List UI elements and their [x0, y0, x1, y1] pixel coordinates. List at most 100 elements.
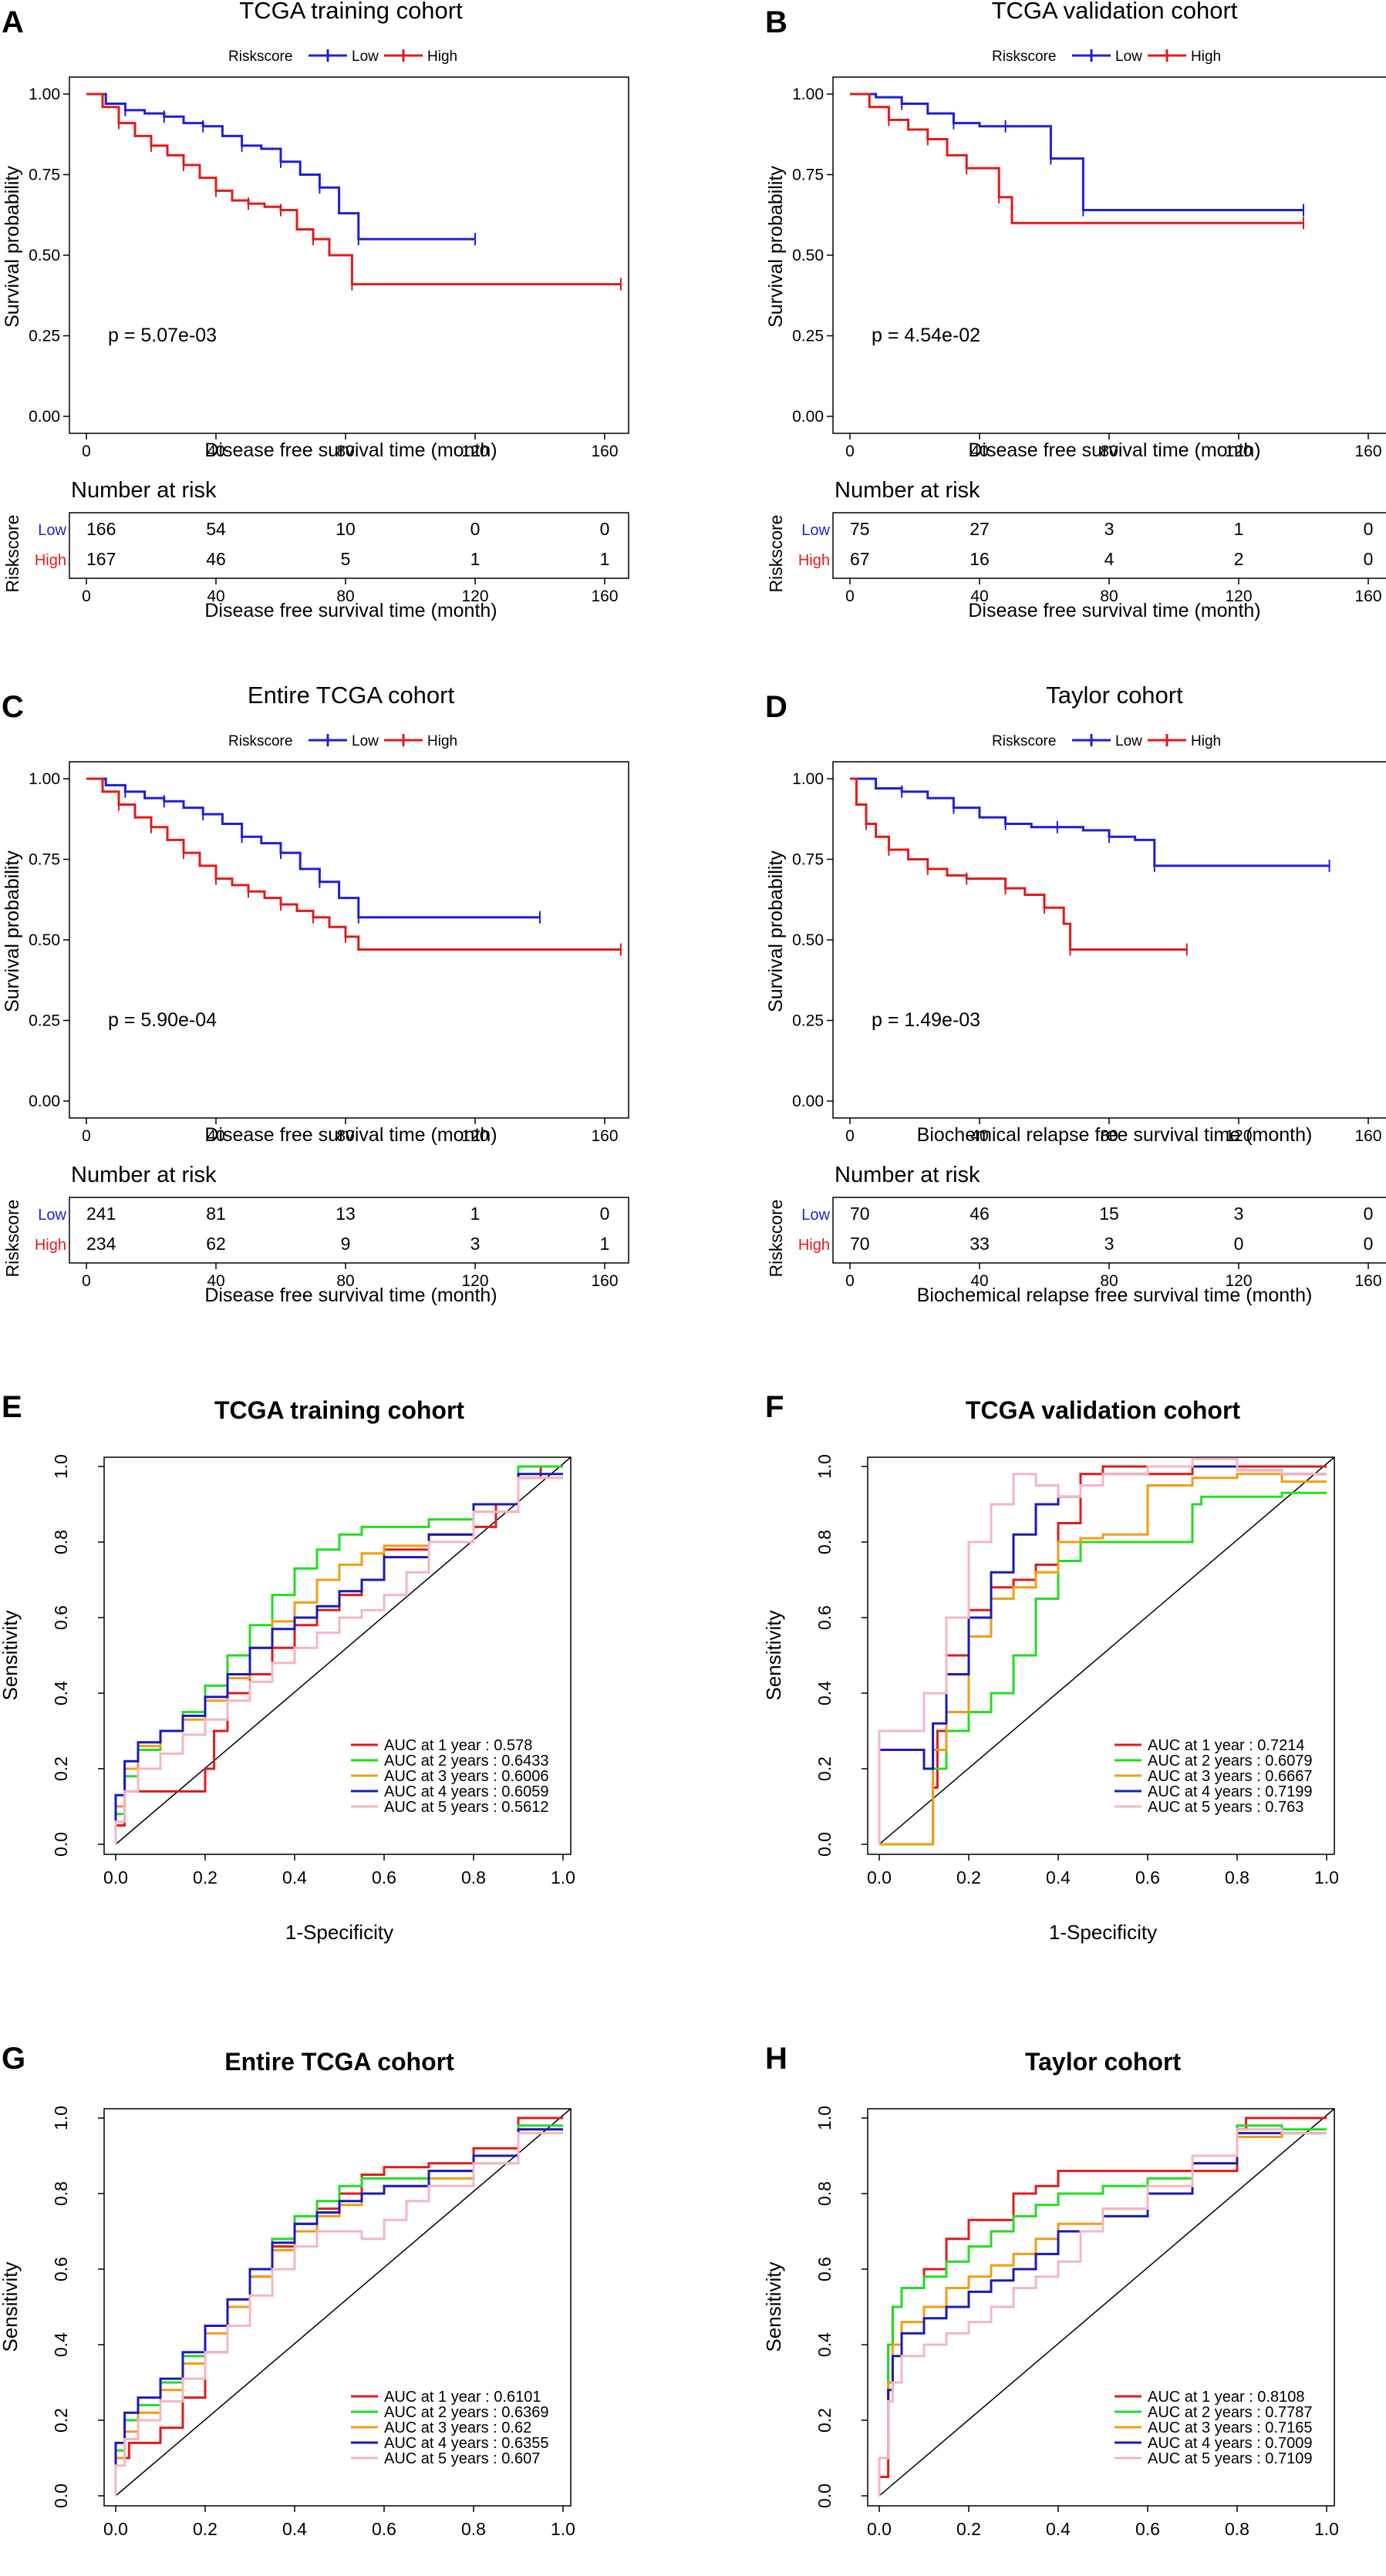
risk-x-tick-label: 160	[591, 1272, 618, 1290]
legend-label-3-years: AUC at 3 years : 0.6667	[1148, 1768, 1312, 1785]
legend-label-3-years: AUC at 3 years : 0.6006	[384, 1768, 548, 1785]
risk-low-label: Low	[801, 522, 830, 539]
risk-x-tick-label: 160	[1354, 1272, 1381, 1290]
risk-low-value: 241	[86, 1204, 116, 1224]
risk-low-value: 166	[86, 519, 116, 539]
y-tick-label: 0.00	[792, 408, 824, 426]
y-tick-label: 0.0	[814, 1832, 835, 1857]
x-tick-label: 160	[1354, 1127, 1381, 1145]
legend-label-4-years: AUC at 4 years : 0.7199	[1148, 1783, 1312, 1800]
risk-high-value: 67	[850, 549, 870, 569]
x-tick-label: 0.2	[956, 2519, 981, 2539]
p-value: p = 1.49e-03	[872, 1009, 980, 1031]
y-tick-label: 0.75	[29, 167, 60, 184]
roc-curve-2-years	[114, 1465, 563, 1844]
legend-title: Riskscore	[992, 733, 1056, 749]
risk-x-tick-label: 0	[82, 1272, 91, 1290]
x-axis-label: Biochemical relapse free survival time (…	[917, 1124, 1313, 1146]
risk-x-tick-label: 0	[82, 588, 91, 605]
risk-table-title: Number at risk	[71, 1163, 217, 1187]
legend-label-3-years: AUC at 3 years : 0.62	[384, 2419, 531, 2436]
x-tick-label: 0.4	[282, 2519, 307, 2539]
y-tick-label: 1.00	[792, 86, 824, 103]
legend-high-label: High	[1191, 49, 1221, 65]
x-tick-label: 0.0	[103, 2519, 128, 2539]
risk-high-value: 5	[341, 549, 351, 569]
legend-label-1-year: AUC at 1 year : 0.6101	[384, 2389, 541, 2406]
y-tick-label: 0.8	[51, 1530, 71, 1554]
x-tick-label: 1.0	[1314, 2519, 1339, 2539]
roc-curve-3-years	[879, 1473, 1327, 1846]
roc-curve-5-years	[114, 1477, 563, 1844]
x-tick-label: 80	[1100, 1127, 1118, 1145]
risk-table-title: Number at risk	[835, 1163, 980, 1187]
x-tick-label: 80	[1100, 443, 1118, 460]
x-tick-label: 0	[845, 1127, 855, 1145]
x-tick-label: 0	[82, 443, 91, 460]
y-tick-label: 1.00	[29, 770, 60, 788]
legend-label-3-years: AUC at 3 years : 0.7165	[1148, 2419, 1312, 2436]
y-tick-label: 1.00	[792, 770, 824, 788]
x-tick-label: 1.0	[551, 2519, 575, 2539]
risk-low-label: Low	[38, 1207, 66, 1224]
km-panel-C: C Entire TCGA cohort Riskscore Low High 0.00 0…	[2, 682, 629, 1306]
risk-high-value: 62	[206, 1234, 226, 1254]
risk-x-tick-label: 40	[970, 588, 988, 605]
y-axis-label: Survival probability	[2, 850, 23, 1012]
risk-low-value: 0	[1364, 1204, 1374, 1224]
y-tick-label: 0.6	[814, 2257, 835, 2281]
risk-low-value: 27	[970, 519, 990, 539]
x-tick-label: 120	[461, 443, 488, 460]
risk-low-value: 54	[206, 519, 226, 539]
legend-label-1-year: AUC at 1 year : 0.578	[384, 1737, 532, 1754]
risk-high-value: 2	[1234, 549, 1244, 569]
x-tick-label: 0	[845, 443, 855, 460]
x-tick-label: 0.0	[867, 1867, 892, 1887]
risk-high-value: 3	[1104, 1234, 1115, 1254]
risk-x-axis-label: Disease free survival time (month)	[204, 600, 497, 621]
risk-x-tick-label: 0	[845, 588, 855, 605]
legend-high-label: High	[1191, 733, 1221, 749]
km-title: Entire TCGA cohort	[248, 682, 455, 709]
x-tick-label: 160	[591, 443, 618, 460]
x-tick-label: 120	[1225, 1127, 1252, 1145]
x-tick-label: 80	[336, 443, 354, 460]
legend-label-5-years: AUC at 5 years : 0.7109	[1148, 2450, 1312, 2467]
y-tick-label: 0.4	[814, 2332, 835, 2357]
roc-curve-4-years	[878, 1465, 1327, 1844]
y-axis-label: Sensitivity	[762, 1610, 785, 1700]
risk-high-label: High	[35, 552, 66, 569]
roc-title: Taylor cohort	[1025, 2048, 1181, 2076]
panel-letter: D	[765, 690, 787, 724]
risk-table-ylabel: Riskscore	[2, 515, 22, 593]
risk-x-tick-label: 80	[336, 588, 354, 605]
risk-x-tick-label: 40	[970, 1272, 988, 1290]
x-tick-label: 0.0	[867, 2519, 892, 2539]
y-tick-label: 1.0	[51, 2106, 71, 2130]
x-tick-label: 0.4	[1046, 1867, 1071, 1887]
x-tick-label: 40	[207, 443, 224, 460]
x-tick-label: 0.8	[461, 2519, 486, 2539]
km-panel-D: D Taylor cohort Riskscore Low High 0.00 0.25 0.…	[765, 682, 1386, 1306]
y-tick-label: 0.50	[29, 247, 60, 264]
panel-letter: F	[765, 1390, 784, 1424]
y-tick-label: 0.50	[792, 931, 824, 949]
y-tick-label: 0.4	[51, 1681, 71, 1706]
y-tick-label: 0.2	[814, 1756, 835, 1781]
x-tick-label: 40	[970, 443, 988, 460]
y-tick-label: 1.0	[814, 1454, 835, 1479]
km-curve-low	[850, 93, 1303, 211]
legend-label-1-year: AUC at 1 year : 0.7214	[1148, 1737, 1304, 1754]
risk-x-tick-label: 0	[845, 1272, 855, 1290]
y-tick-label: 0.8	[814, 1530, 835, 1554]
risk-table-border	[69, 1197, 629, 1264]
legend-low-label: Low	[1115, 49, 1142, 65]
y-tick-label: 0.75	[29, 851, 60, 869]
roc-plot-border	[103, 2108, 572, 2507]
risk-low-value: 1	[470, 1204, 481, 1224]
panel-letter: H	[765, 2042, 787, 2076]
panel-letter: A	[2, 5, 24, 39]
y-tick-label: 0.6	[51, 1605, 71, 1630]
risk-x-tick-label: 40	[207, 1272, 224, 1290]
risk-low-value: 15	[1099, 1204, 1119, 1224]
